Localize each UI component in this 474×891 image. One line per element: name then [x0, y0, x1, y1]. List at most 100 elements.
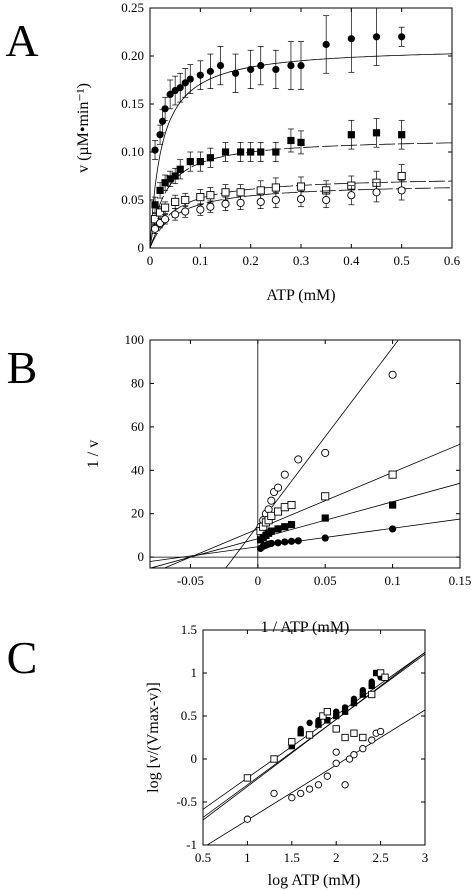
data-point — [186, 75, 194, 83]
data-point — [161, 105, 169, 113]
data-point — [397, 186, 406, 195]
data-point — [270, 755, 278, 763]
data-point — [398, 131, 406, 139]
y-tick-label: 0.25 — [121, 0, 144, 15]
data-point — [333, 712, 340, 720]
x-tick-label: 2 — [333, 850, 340, 865]
data-point — [150, 224, 160, 233]
data-point — [150, 215, 160, 224]
data-point — [305, 731, 314, 739]
y-tick-label: 0 — [138, 240, 145, 255]
series — [163, 443, 460, 568]
y-tick-label: 0.05 — [121, 192, 144, 207]
data-point — [161, 179, 169, 187]
data-point — [347, 35, 355, 43]
data-point — [322, 40, 330, 49]
x-tick-label: 0.5 — [394, 253, 410, 268]
y-tick-label: 60 — [131, 419, 144, 434]
data-point — [267, 511, 276, 520]
data-point — [196, 158, 204, 166]
data-point — [297, 62, 305, 70]
data-point — [257, 62, 265, 70]
data-point — [256, 186, 265, 195]
data-point — [221, 188, 230, 197]
data-point — [350, 729, 358, 737]
data-point — [322, 195, 331, 205]
data-point — [359, 691, 367, 698]
data-point — [221, 199, 230, 208]
data-point — [323, 708, 331, 716]
data-point — [359, 733, 367, 742]
data-point — [297, 730, 304, 737]
x-tick-label: 0.1 — [384, 573, 400, 588]
data-point — [281, 523, 289, 531]
fit-line — [163, 443, 460, 568]
data-point — [288, 794, 296, 802]
data-point — [397, 171, 406, 181]
series — [150, 8, 452, 248]
x-tick-label: -0.05 — [177, 573, 204, 588]
data-point — [321, 534, 329, 542]
y-axis-label: v (µM•min⁻¹) — [75, 83, 92, 173]
y-tick-label: 40 — [131, 462, 144, 477]
data-point — [166, 90, 174, 98]
x-tick-label: 0.1 — [192, 253, 208, 268]
data-point — [256, 197, 265, 206]
y-tick-label: 0.5 — [181, 708, 197, 723]
data-point — [372, 188, 381, 197]
series — [150, 180, 452, 248]
data-point — [273, 483, 283, 492]
data-point — [287, 62, 295, 70]
data-point — [368, 736, 376, 744]
data-point — [288, 738, 296, 746]
x-axis-label: 1 / ATP (mM) — [261, 619, 350, 636]
data-point — [272, 65, 280, 74]
plot-area — [203, 652, 425, 845]
plot-area — [150, 340, 460, 568]
data-point — [389, 501, 397, 509]
data-point — [151, 201, 159, 209]
x-tick-label: 0 — [147, 253, 154, 268]
data-point — [156, 208, 165, 217]
data-point — [236, 198, 245, 207]
data-point — [388, 470, 397, 479]
data-point — [306, 719, 313, 727]
plot-area — [150, 8, 452, 248]
x-tick-label: 0.6 — [444, 253, 461, 268]
series — [203, 652, 425, 810]
data-point — [319, 712, 327, 720]
data-point — [368, 682, 375, 690]
x-tick-label: 2.5 — [372, 850, 388, 865]
series — [206, 709, 425, 845]
data-point — [287, 520, 296, 529]
data-point — [280, 470, 289, 479]
data-point — [341, 733, 349, 742]
data-point — [321, 492, 330, 501]
data-point — [347, 131, 355, 139]
series — [150, 164, 452, 248]
fit-line — [206, 709, 425, 845]
y-tick-label: -1 — [186, 837, 197, 852]
data-point — [231, 69, 240, 77]
data-point — [345, 755, 354, 763]
data-point — [236, 188, 245, 197]
data-point — [324, 717, 331, 724]
x-tick-label: 0.3 — [293, 253, 309, 268]
series — [150, 118, 452, 248]
x-axis-label: log ATP (mM) — [268, 872, 361, 889]
data-point — [181, 195, 190, 205]
data-point — [196, 205, 205, 214]
data-point — [271, 183, 280, 192]
data-point — [186, 158, 194, 166]
x-axis-label: ATP (mM) — [266, 287, 335, 304]
data-point — [176, 165, 184, 173]
data-point — [332, 748, 340, 756]
data-point — [176, 84, 184, 92]
plot-frame — [202, 629, 426, 846]
y-tick-label: -0.5 — [176, 794, 197, 809]
data-point — [372, 669, 380, 677]
data-point — [314, 781, 323, 789]
data-point — [237, 148, 245, 156]
fit-line — [225, 340, 399, 568]
plot-frame — [149, 339, 461, 569]
